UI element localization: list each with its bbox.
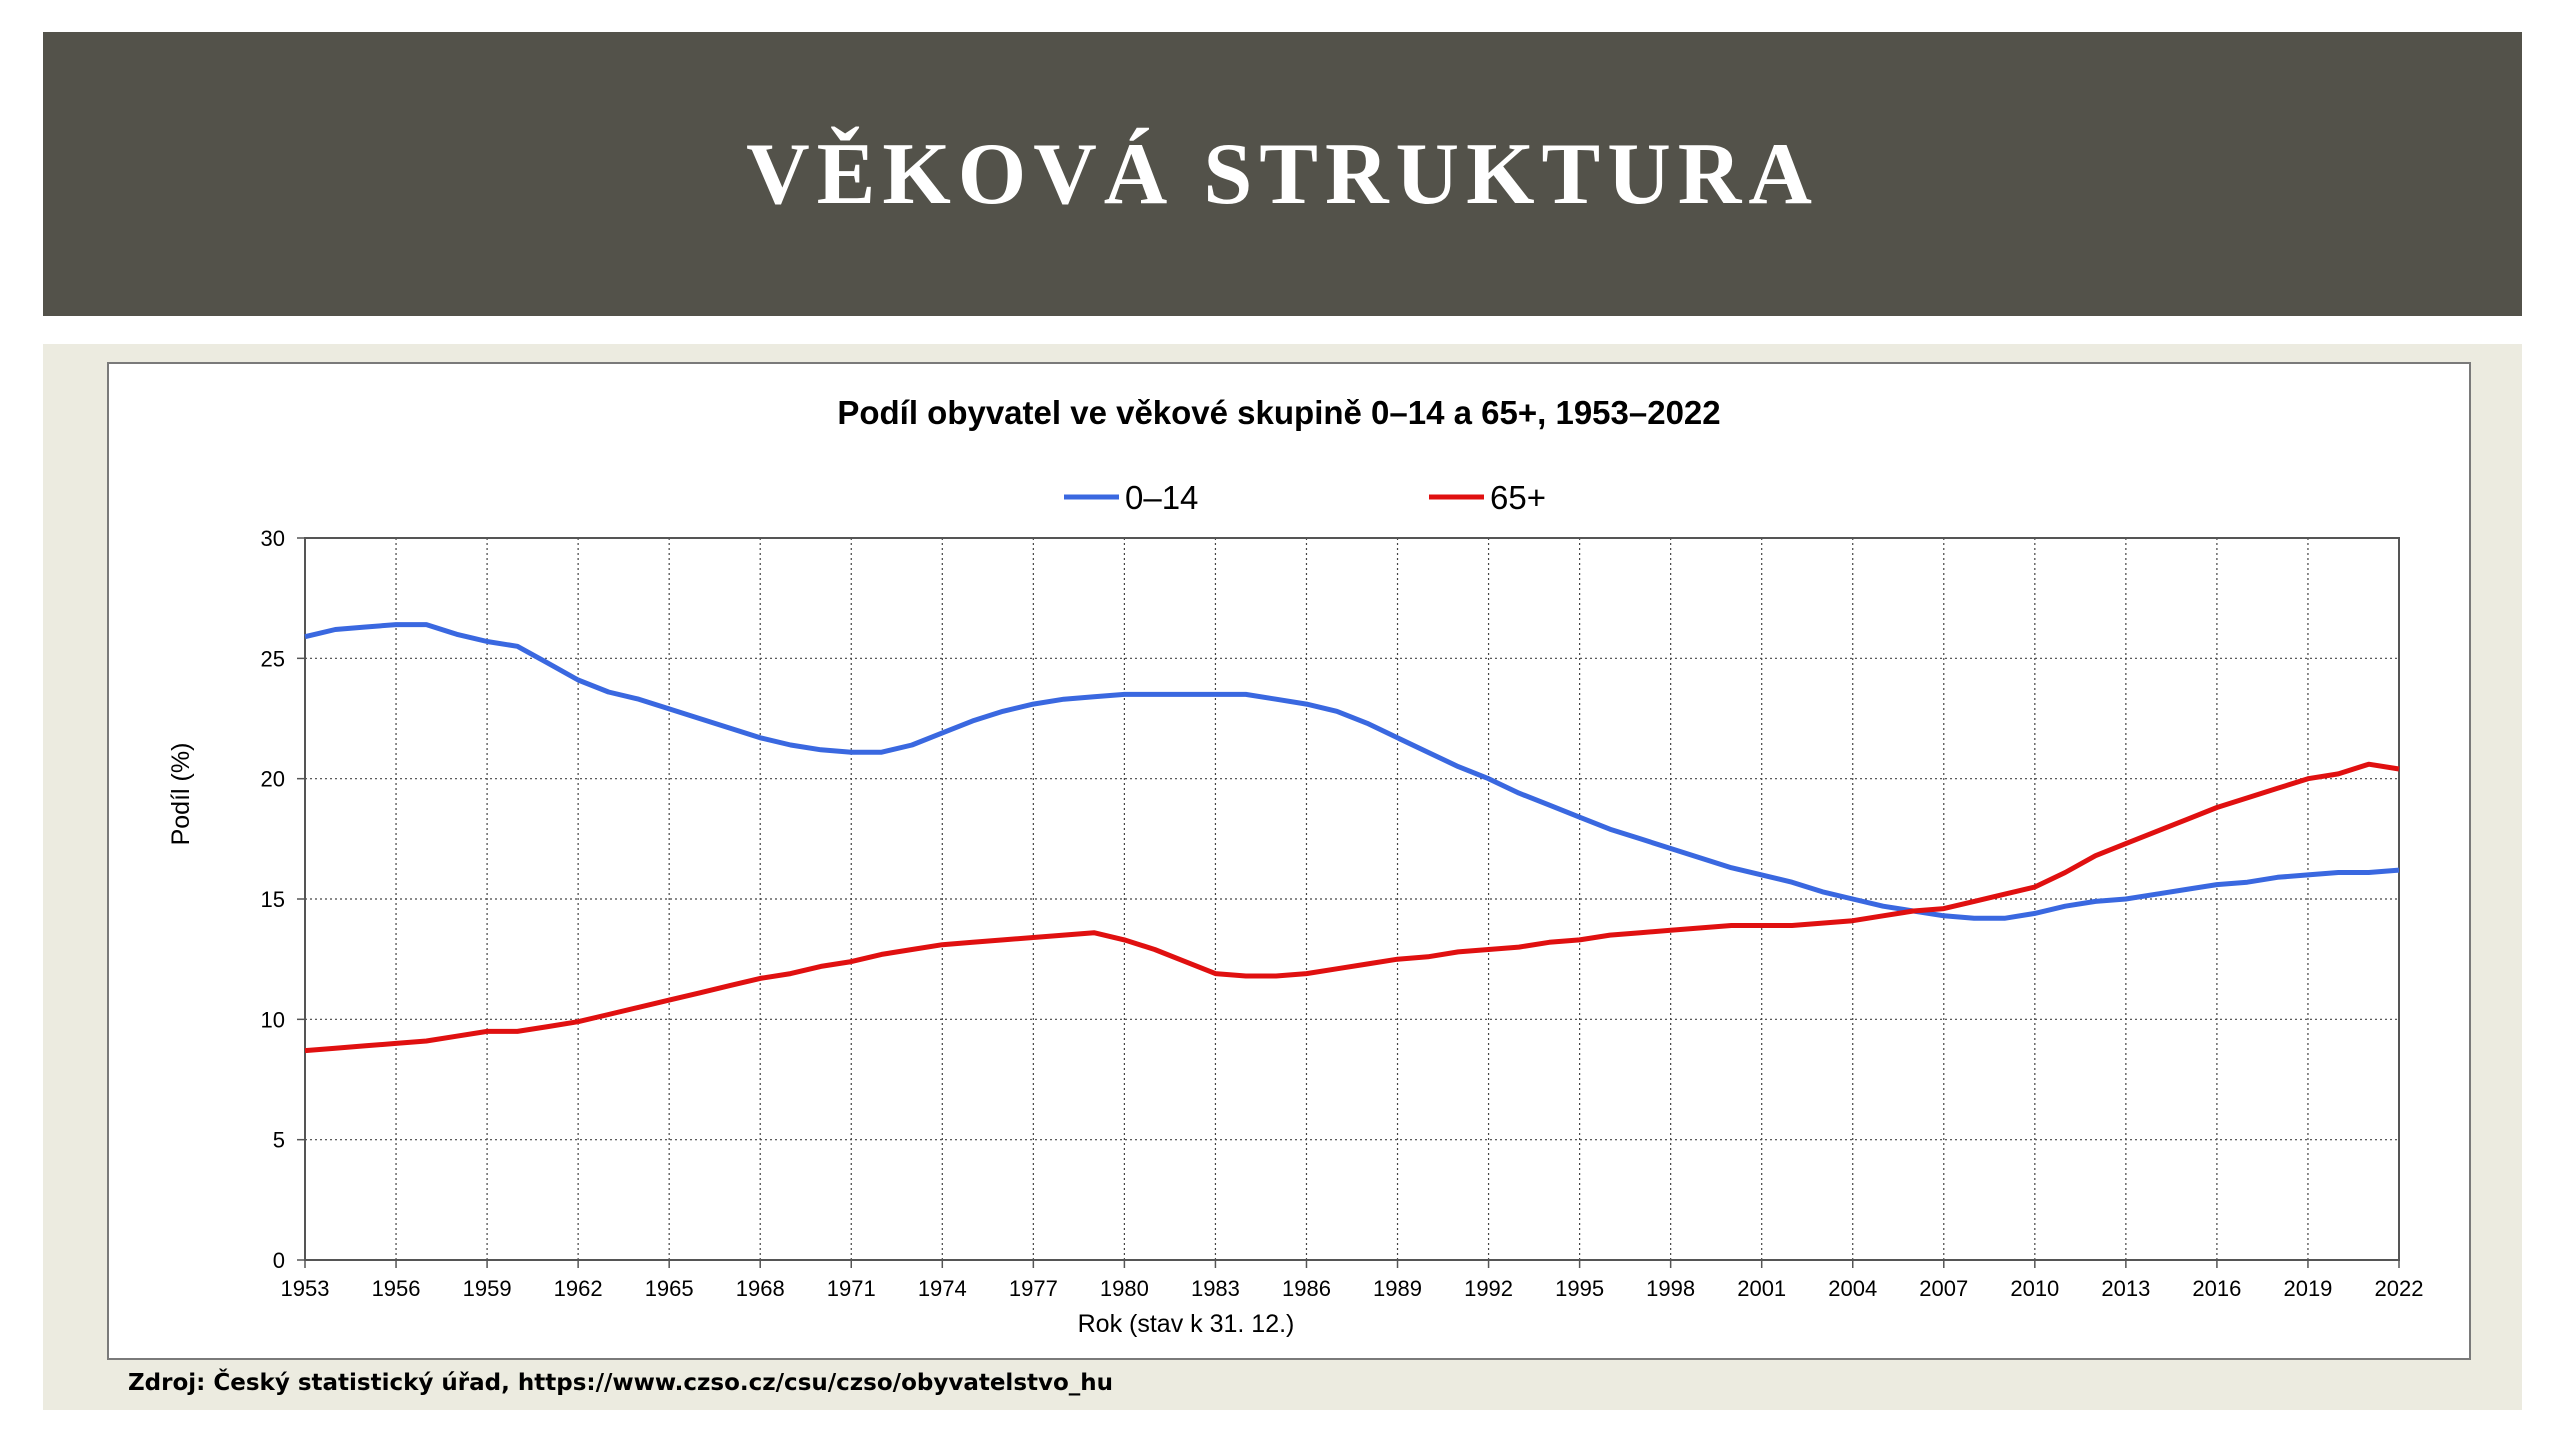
y-tick-label: 0: [273, 1248, 285, 1273]
x-tick-label: 1986: [1282, 1276, 1331, 1301]
y-tick-label: 5: [273, 1128, 285, 1153]
slide-title: VĚKOVÁ STRUKTURA: [746, 125, 1819, 223]
x-tick-label: 1974: [918, 1276, 967, 1301]
x-axis-ticks: 1953 1956 1959 1962 1965 1968 1971 1974 1977 1980…: [281, 1260, 2424, 1301]
series-line-0-14: [304, 622, 2400, 921]
title-bar: VĚKOVÁ STRUKTURA: [43, 32, 2522, 316]
y-axis-ticks: 0 5 10 15 20 25 30: [261, 526, 305, 1273]
y-tick-label: 25: [261, 646, 285, 671]
x-tick-label: 1977: [1009, 1276, 1058, 1301]
x-tick-label: 2016: [2192, 1276, 2241, 1301]
y-tick-label: 30: [261, 526, 285, 551]
x-tick-label: 1998: [1646, 1276, 1695, 1301]
y-tick-label: 20: [261, 767, 285, 792]
x-tick-label: 2007: [1919, 1276, 1968, 1301]
x-tick-label: 1959: [463, 1276, 512, 1301]
x-tick-label: 1953: [281, 1276, 330, 1301]
x-tick-label: 1992: [1464, 1276, 1513, 1301]
source-note: Zdroj: Český statistický úřad, https://w…: [128, 1370, 1114, 1396]
chart-frame: Podíl obyvatel ve věkové skupině 0–14 a …: [107, 362, 2471, 1360]
legend: 0–14 65+: [1064, 479, 1546, 516]
x-tick-label: 1971: [827, 1276, 876, 1301]
x-tick-label: 1983: [1191, 1276, 1240, 1301]
x-tick-label: 1965: [645, 1276, 694, 1301]
line-chart: Podíl obyvatel ve věkové skupině 0–14 a …: [167, 394, 2424, 1338]
series-line-65: [304, 761, 2400, 1054]
x-tick-label: 2010: [2010, 1276, 2059, 1301]
legend-item-65: 65+: [1429, 479, 1546, 516]
plot-area: [304, 537, 2400, 1261]
x-tick-label: 2019: [2283, 1276, 2332, 1301]
gridlines: [304, 537, 2400, 1261]
y-axis-label: Podíl (%): [167, 743, 195, 846]
x-tick-label: 1968: [736, 1276, 785, 1301]
x-tick-label: 1995: [1555, 1276, 1604, 1301]
legend-item-0-14: 0–14: [1064, 479, 1198, 516]
x-tick-label: 1956: [372, 1276, 421, 1301]
y-tick-label: 15: [261, 887, 285, 912]
legend-label-0-14: 0–14: [1125, 479, 1198, 516]
x-tick-label: 2001: [1737, 1276, 1786, 1301]
x-tick-label: 2004: [1828, 1276, 1877, 1301]
x-tick-label: 2022: [2375, 1276, 2424, 1301]
x-axis-label: Rok (stav k 31. 12.): [1078, 1310, 1295, 1338]
y-tick-label: 10: [261, 1007, 285, 1032]
x-tick-label: 1980: [1100, 1276, 1149, 1301]
series-lines: [304, 622, 2400, 1054]
legend-label-65: 65+: [1490, 479, 1546, 516]
x-tick-label: 2013: [2101, 1276, 2150, 1301]
x-tick-label: 1989: [1373, 1276, 1422, 1301]
chart-title: Podíl obyvatel ve věkové skupině 0–14 a …: [837, 394, 1720, 431]
x-tick-label: 1962: [554, 1276, 603, 1301]
